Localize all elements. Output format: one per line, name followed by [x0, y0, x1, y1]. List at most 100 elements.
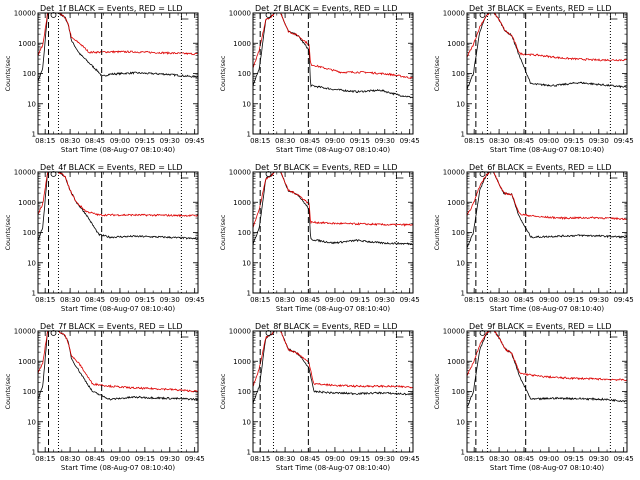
y-tick-label: 10000 — [443, 10, 465, 18]
y-tick-label: 1 — [247, 131, 251, 139]
y-tick-label: 10 — [27, 418, 36, 426]
y-tick-label: 1 — [247, 290, 251, 298]
x-tick-label: 08:15 — [250, 137, 270, 145]
y-axis-label: Counts/sec — [4, 373, 12, 409]
y-axis-label: Counts/sec — [219, 373, 227, 409]
y-tick-label: 1 — [32, 131, 36, 139]
x-axis-label: Start Time (08-Aug-07 08:10:40) — [276, 146, 390, 154]
x-tick-label: 08:45 — [514, 296, 534, 304]
chart-panel-8: Det_8f BLACK = Events, RED = LLD Counts/s… — [219, 322, 420, 472]
chart-title: Det_7f BLACK = Events, RED = LLD — [40, 322, 183, 331]
x-tick-label: 08:45 — [300, 296, 320, 304]
x-tick-label: 09:30 — [160, 296, 180, 304]
series-line-events — [467, 13, 627, 91]
x-tick-label: 09:00 — [325, 296, 345, 304]
series-line-events — [253, 331, 413, 405]
y-tick-label: 1000 — [18, 358, 36, 366]
x-tick-label: 08:15 — [464, 455, 484, 463]
x-tick-label: 09:15 — [135, 455, 155, 463]
chart-title: Det_1f BLACK = Events, RED = LLD — [40, 4, 183, 13]
y-axis-label: Counts/sec — [433, 373, 441, 409]
x-tick-label: 08:30 — [489, 455, 509, 463]
chart-panel-1: Det_1f BLACK = Events, RED = LLD Counts/s… — [4, 4, 205, 154]
series-line-lld — [467, 13, 627, 62]
series-line-lld — [38, 13, 198, 57]
marker-bracket — [395, 173, 404, 179]
chart-panel-9: Det_9f BLACK = Events, RED = LLD Counts/s… — [433, 322, 634, 472]
marker-bracket — [180, 173, 189, 179]
x-tick-label: 09:15 — [350, 455, 370, 463]
y-tick-label: 100 — [452, 229, 465, 237]
y-tick-label: 10000 — [229, 10, 251, 18]
y-tick-label: 10000 — [443, 169, 465, 177]
x-tick-label: 08:45 — [300, 455, 320, 463]
y-tick-label: 1000 — [447, 40, 465, 48]
x-tick-label: 08:15 — [35, 137, 55, 145]
y-tick-label: 10000 — [443, 328, 465, 336]
y-tick-label: 1 — [461, 131, 465, 139]
series-line-events — [467, 172, 627, 248]
y-axis-label: Counts/sec — [219, 55, 227, 91]
marker-bracket — [395, 14, 404, 20]
x-tick-label: 09:00 — [539, 137, 559, 145]
plot-frame — [466, 12, 628, 135]
y-tick-label: 100 — [452, 70, 465, 78]
plot-frame — [252, 330, 414, 453]
x-tick-label: 09:15 — [350, 296, 370, 304]
y-tick-label: 10 — [242, 418, 251, 426]
x-tick-label: 08:30 — [60, 455, 80, 463]
marker-bracket — [180, 14, 189, 20]
x-tick-label: 08:45 — [85, 137, 105, 145]
marker-bracket — [180, 332, 189, 338]
x-axis-label: Start Time (08-Aug-07 08:10:40) — [61, 464, 175, 472]
y-tick-label: 10 — [456, 259, 465, 267]
marker-bracket — [609, 173, 618, 179]
x-tick-label: 08:45 — [300, 137, 320, 145]
y-tick-label: 1000 — [447, 199, 465, 207]
x-tick-label: 09:45 — [614, 296, 634, 304]
chart-panel-7: Det_7f BLACK = Events, RED = LLD Counts/s… — [4, 322, 205, 472]
x-tick-label: 09:15 — [135, 296, 155, 304]
x-tick-label: 08:15 — [464, 296, 484, 304]
x-tick-label: 09:15 — [135, 137, 155, 145]
y-tick-label: 100 — [238, 388, 251, 396]
x-axis-label: Start Time (08-Aug-07 08:10:40) — [276, 305, 390, 313]
x-tick-label: 08:15 — [464, 137, 484, 145]
x-tick-label: 08:30 — [60, 296, 80, 304]
y-tick-label: 10000 — [229, 328, 251, 336]
series-line-events — [467, 331, 627, 408]
chart-title: Det_8f BLACK = Events, RED = LLD — [255, 322, 398, 331]
plot-frame — [466, 330, 628, 453]
x-axis-label: Start Time (08-Aug-07 08:10:40) — [61, 146, 175, 154]
y-tick-label: 100 — [238, 229, 251, 237]
x-axis-label: Start Time (08-Aug-07 08:10:40) — [490, 305, 604, 313]
x-tick-label: 08:15 — [250, 455, 270, 463]
marker-bracket — [395, 332, 404, 338]
y-axis-label: Counts/sec — [433, 55, 441, 91]
plot-frame — [466, 171, 628, 294]
x-tick-label: 09:45 — [185, 296, 205, 304]
x-tick-label: 09:45 — [185, 455, 205, 463]
y-axis-label: Counts/sec — [4, 214, 12, 250]
x-tick-label: 09:45 — [185, 137, 205, 145]
y-tick-label: 1000 — [447, 358, 465, 366]
x-tick-label: 09:45 — [400, 296, 420, 304]
x-tick-label: 08:30 — [275, 296, 295, 304]
y-axis-label: Counts/sec — [219, 214, 227, 250]
x-tick-label: 09:45 — [614, 137, 634, 145]
x-axis-label: Start Time (08-Aug-07 08:10:40) — [490, 146, 604, 154]
y-tick-label: 1 — [461, 449, 465, 457]
x-tick-label: 08:45 — [514, 455, 534, 463]
y-tick-label: 10 — [456, 418, 465, 426]
y-axis-label: Counts/sec — [4, 55, 12, 91]
x-tick-label: 09:30 — [589, 455, 609, 463]
chart-title: Det_5f BLACK = Events, RED = LLD — [255, 163, 398, 172]
chart-title: Det_9f BLACK = Events, RED = LLD — [469, 322, 612, 331]
x-tick-label: 09:15 — [350, 137, 370, 145]
x-tick-label: 09:30 — [375, 455, 395, 463]
x-tick-label: 08:30 — [275, 137, 295, 145]
x-axis-label: Start Time (08-Aug-07 08:10:40) — [490, 464, 604, 472]
y-tick-label: 10000 — [229, 169, 251, 177]
series-line-lld — [467, 172, 627, 221]
